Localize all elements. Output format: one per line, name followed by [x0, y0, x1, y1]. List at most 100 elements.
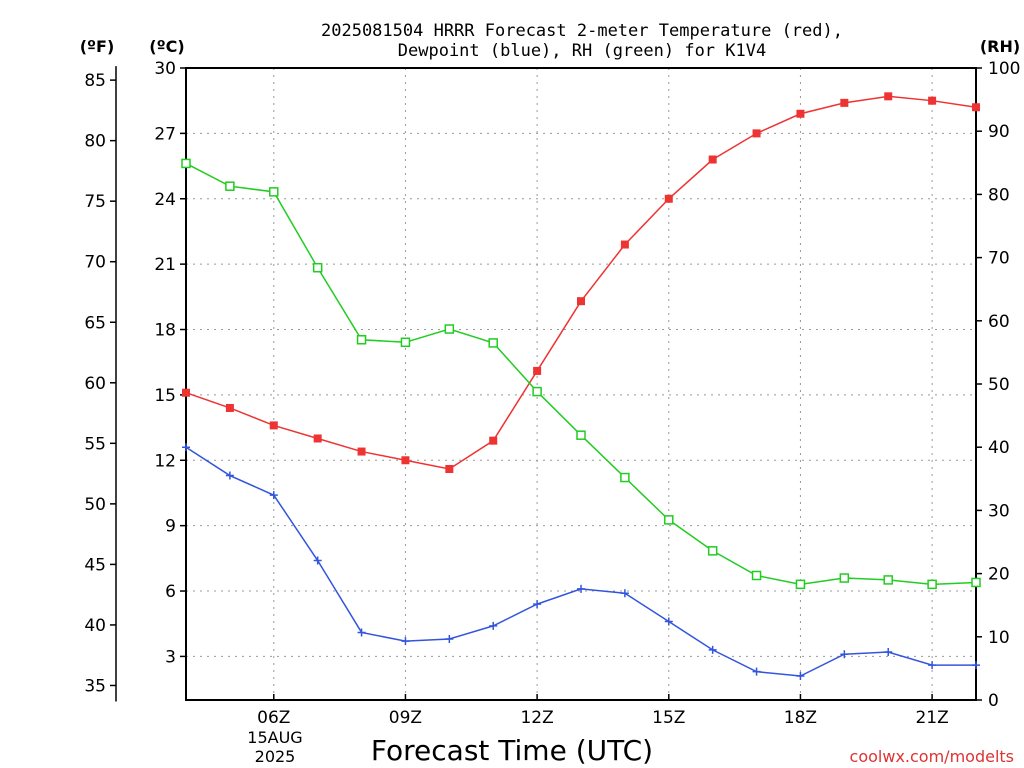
- dewpoint-point: [796, 672, 805, 681]
- fahrenheit-tick-label: 50: [84, 495, 106, 515]
- celsius-tick-label: 12: [154, 451, 176, 471]
- fahrenheit-tick-label: 75: [84, 192, 106, 212]
- temperature-point: [577, 297, 585, 306]
- rh-tick-label: 20: [988, 565, 1010, 585]
- rh-point: [400, 337, 411, 348]
- rh-tick-label: 100: [988, 59, 1020, 79]
- celsius-tick-label: 3: [165, 647, 176, 667]
- rh-tick-label: 50: [988, 375, 1010, 395]
- dewpoint-point: [357, 628, 366, 637]
- temperature-point: [182, 388, 190, 397]
- temperature-point: [357, 447, 366, 456]
- axes: 3 6 9 12 15 18 21 24 27 30 35 40 45 50 55 60 65 70 75 80 85 0…: [84, 59, 1020, 728]
- celsius-tick-label: 30: [154, 59, 176, 79]
- fahrenheit-unit-label: (ºF): [80, 37, 115, 56]
- dewpoint-series: [182, 443, 980, 681]
- temperature-point: [664, 194, 673, 203]
- temperature-point: [928, 96, 937, 105]
- rh-tick-label: 0: [988, 691, 999, 711]
- rh-point: [620, 472, 630, 483]
- x-tick-label: 15Z: [652, 708, 685, 728]
- dewpoint-point: [884, 648, 893, 657]
- temperature-point: [533, 366, 542, 375]
- rh-point: [707, 546, 718, 556]
- dewpoint-point: [269, 491, 278, 500]
- rh-point: [664, 515, 674, 525]
- x-date-line2: 2025: [255, 747, 296, 766]
- x-tick-label: 06Z: [257, 708, 290, 728]
- dewpoint-point: [313, 556, 322, 565]
- rh-point: [927, 579, 937, 590]
- temperature-point: [708, 155, 717, 164]
- dewpoint-point: [533, 600, 542, 609]
- rh-tick-label: 80: [988, 185, 1010, 205]
- temperature-point: [840, 98, 849, 107]
- rh-point: [576, 430, 586, 440]
- rh-point: [444, 324, 455, 334]
- rh-point: [356, 335, 367, 345]
- fahrenheit-tick-label: 85: [84, 71, 106, 91]
- dewpoint-point: [489, 621, 498, 630]
- dewpoint-point: [752, 667, 761, 676]
- rh-tick-label: 90: [988, 122, 1010, 142]
- dewpoint-point: [445, 634, 454, 643]
- x-axis-label: Forecast Time (UTC): [371, 734, 653, 767]
- celsius-tick-label: 9: [165, 517, 176, 537]
- temperature-series: [182, 92, 980, 473]
- rh-unit-label: (RH): [980, 37, 1020, 56]
- fahrenheit-tick-label: 35: [84, 676, 106, 696]
- temperature-point: [620, 240, 629, 249]
- celsius-tick-label: 6: [165, 582, 176, 602]
- temperature-point: [269, 421, 278, 430]
- x-tick-label: 18Z: [784, 708, 817, 728]
- rh-tick-label: 70: [988, 249, 1010, 269]
- rh-point: [795, 579, 806, 590]
- fahrenheit-tick-label: 70: [84, 253, 106, 273]
- rh-point: [269, 187, 279, 197]
- x-tick-label: 12Z: [520, 708, 553, 728]
- dewpoint-point: [620, 589, 629, 598]
- fahrenheit-tick-label: 45: [84, 555, 106, 575]
- rh-point: [488, 338, 498, 348]
- footer-credit: coolwx.com/modelts: [850, 747, 1014, 766]
- temperature-point: [752, 129, 761, 138]
- x-tick-label: 09Z: [389, 708, 422, 728]
- rh-point: [532, 386, 542, 397]
- rh-tick-label: 40: [988, 438, 1010, 458]
- x-tick-label: 21Z: [915, 708, 948, 728]
- temperature-point: [313, 434, 322, 443]
- celsius-tick-label: 27: [154, 124, 176, 144]
- celsius-tick-label: 18: [154, 321, 176, 341]
- celsius-tick-label: 24: [154, 190, 176, 210]
- chart-title-line2: Dewpoint (blue), RH (green) for K1V4: [398, 41, 766, 61]
- chart-title-line1: 2025081504 HRRR Forecast 2-meter Tempera…: [321, 21, 843, 41]
- fahrenheit-tick-label: 40: [84, 616, 106, 636]
- dewpoint-point: [577, 584, 585, 593]
- fahrenheit-tick-label: 80: [84, 132, 106, 152]
- dewpoint-point: [840, 650, 849, 659]
- rh-point: [181, 158, 191, 169]
- temperature-point: [445, 464, 454, 473]
- rh-tick-label: 10: [988, 628, 1010, 648]
- temperature-point: [401, 456, 410, 465]
- rh-point: [883, 575, 893, 585]
- temperature-point: [884, 92, 893, 101]
- x-date-line1: 15AUG: [247, 728, 302, 747]
- data-series: [181, 92, 981, 681]
- rh-point: [971, 577, 981, 588]
- fahrenheit-tick-label: 55: [84, 434, 106, 454]
- fahrenheit-tick-label: 60: [84, 374, 106, 394]
- rh-series: [181, 158, 981, 590]
- temperature-point: [972, 103, 980, 112]
- celsius-tick-label: 21: [154, 255, 176, 275]
- dewpoint-point: [708, 645, 717, 654]
- temperature-point: [225, 403, 234, 412]
- rh-point: [839, 573, 850, 583]
- dewpoint-point: [972, 661, 980, 670]
- dewpoint-point: [664, 617, 673, 626]
- dewpoint-point: [225, 471, 234, 480]
- dewpoint-point: [401, 637, 410, 646]
- rh-point: [751, 570, 762, 581]
- rh-point: [312, 262, 323, 273]
